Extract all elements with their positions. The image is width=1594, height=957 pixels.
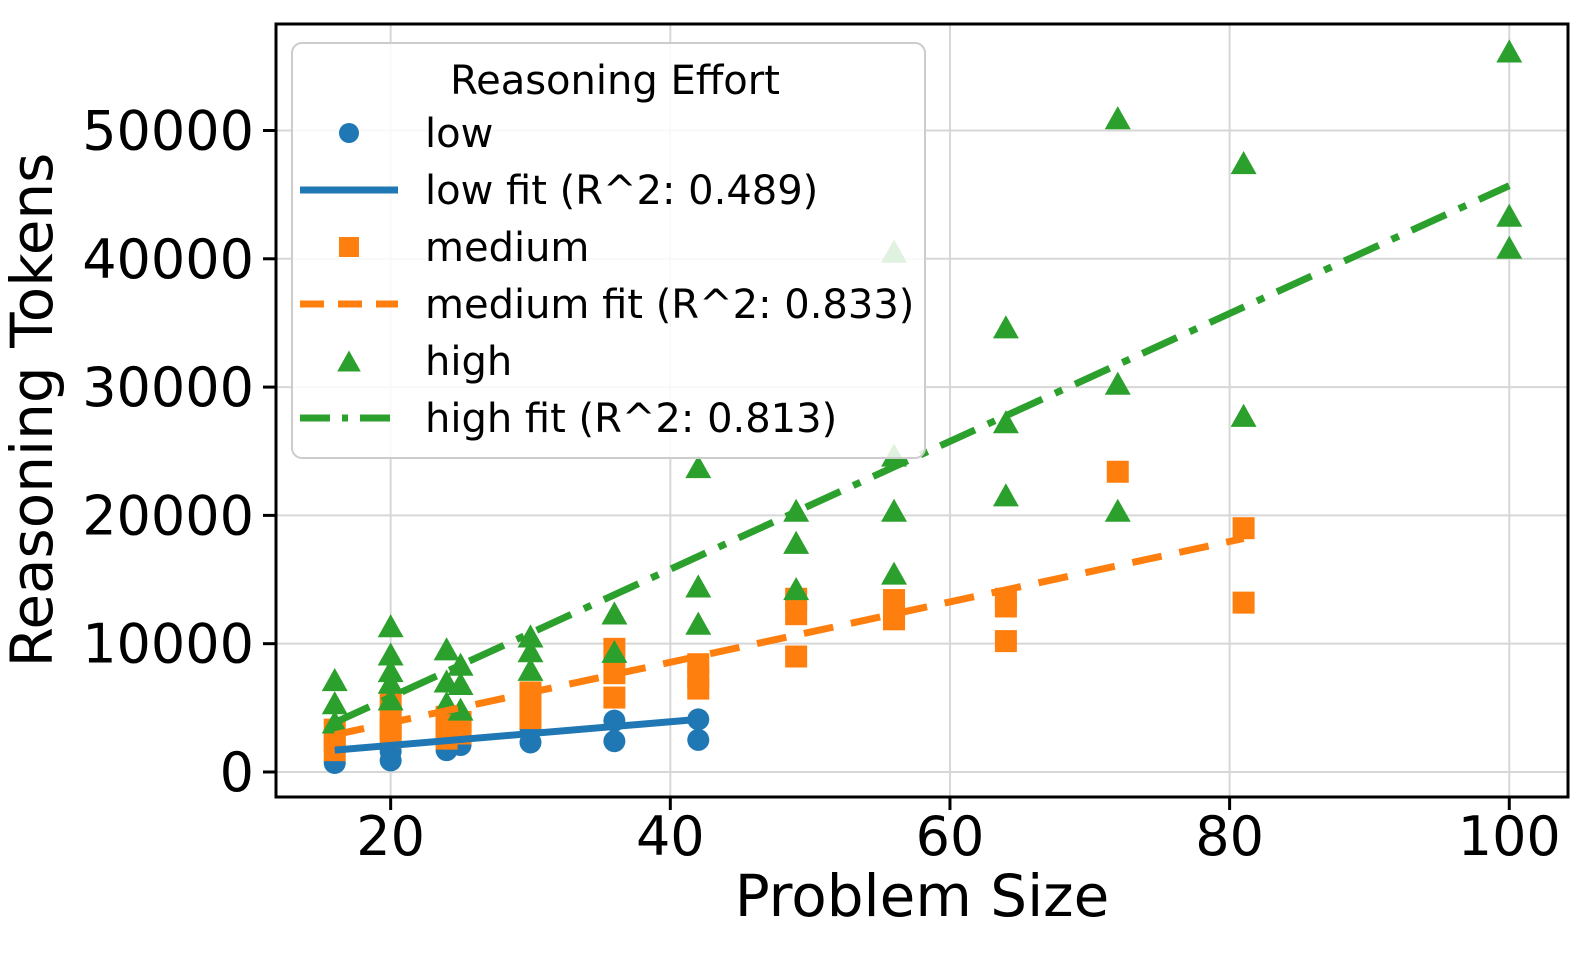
data-point-triangle: [685, 574, 712, 598]
data-point-square: [994, 630, 1017, 653]
x-tick-label: 80: [1195, 805, 1264, 868]
data-point-triangle: [1496, 39, 1523, 63]
data-point-circle: [379, 749, 402, 772]
data-point-triangle: [601, 639, 628, 663]
data-point-circle: [603, 730, 626, 753]
legend-title: Reasoning Effort: [450, 58, 780, 104]
data-point-triangle: [1104, 106, 1131, 130]
data-point-triangle: [1230, 151, 1257, 175]
legend: Reasoning Effort low low fit (R^2: 0.489)…: [291, 42, 926, 459]
data-point-square: [785, 645, 808, 668]
legend-box: [291, 42, 926, 459]
data-point-triangle: [377, 687, 404, 711]
data-point-triangle: [1496, 203, 1523, 227]
data-point-square: [785, 603, 808, 626]
data-point-triangle: [447, 697, 474, 721]
legend-item-label: medium fit (R^2: 0.833): [425, 282, 914, 328]
data-point-triangle: [881, 498, 908, 522]
data-point-circle: [687, 728, 710, 751]
legend-item-label: low: [425, 111, 493, 157]
y-axis-label: Reasoning Tokens: [0, 153, 66, 668]
data-point-triangle: [433, 637, 460, 661]
legend-item-label: medium: [425, 225, 589, 271]
data-point-triangle: [1496, 235, 1523, 259]
legend-frame: [291, 42, 926, 459]
legend-items: low low fit (R^2: 0.489) medium medium fit …: [300, 111, 914, 442]
legend-item: low fit (R^2: 0.489): [300, 168, 818, 214]
data-point-triangle: [517, 624, 544, 648]
data-point-square: [519, 707, 542, 730]
data-point-triangle: [992, 315, 1019, 339]
data-point-triangle: [447, 671, 474, 696]
y-tick-label: 10000: [82, 613, 254, 676]
data-point-triangle: [601, 601, 628, 625]
data-point-triangle: [881, 561, 908, 585]
data-point-triangle: [1104, 371, 1131, 395]
legend-item-label: high: [425, 339, 512, 385]
data-point-square: [339, 237, 359, 257]
legend-item: high fit (R^2: 0.813): [300, 396, 837, 442]
y-tick-label: 50000: [82, 99, 254, 162]
data-point-square: [687, 677, 710, 700]
data-point-square: [1232, 591, 1255, 614]
data-point-triangle: [1104, 498, 1131, 522]
data-point-square: [1232, 517, 1255, 540]
plot-spines: [274, 22, 1570, 799]
data-point-triangle: [377, 614, 404, 638]
fit-line-solid: [334, 715, 699, 754]
data-point-triangle: [783, 576, 810, 601]
legend-item-label: low fit (R^2: 0.489): [425, 168, 818, 214]
legend-item: high: [337, 339, 512, 385]
data-point-triangle: [377, 670, 404, 694]
data-point-triangle: [517, 639, 544, 663]
data-point-triangle: [1230, 403, 1257, 427]
data-point-triangle: [517, 657, 544, 681]
x-axis-label: Problem Size: [735, 862, 1110, 930]
legend-item-label: high fit (R^2: 0.813): [425, 396, 837, 442]
data-point-triangle: [992, 410, 1019, 434]
legend-item: medium: [339, 225, 589, 271]
y-tick-label: 40000: [82, 228, 254, 291]
data-point-triangle: [321, 668, 348, 692]
y-tick-label: 30000: [82, 356, 254, 419]
data-point-circle: [339, 123, 359, 143]
legend-item: medium fit (R^2: 0.833): [300, 282, 914, 328]
y-tick-label: 0: [220, 741, 254, 804]
data-point-triangle: [321, 691, 348, 715]
data-point-square: [994, 595, 1017, 618]
x-tick-label: 100: [1458, 805, 1561, 868]
data-point-square: [603, 686, 626, 709]
data-point-triangle: [783, 530, 810, 554]
legend-item: low: [339, 111, 493, 157]
data-point-triangle: [992, 483, 1019, 507]
data-point-square: [603, 662, 626, 685]
x-tick-label: 40: [636, 805, 705, 868]
data-point-triangle: [377, 642, 404, 666]
y-tick-label: 20000: [82, 484, 254, 547]
axes-layer: 20 40 60 80 100 0 10000 20000 30000 40000 50000: [82, 22, 1570, 868]
x-tick-label: 60: [916, 805, 985, 868]
data-point-triangle: [685, 455, 712, 479]
data-point-triangle: [685, 611, 712, 635]
data-point-square: [1106, 460, 1129, 483]
x-tick-label: 20: [356, 805, 425, 868]
data-point-triangle: [337, 350, 361, 372]
scatter-layer: [321, 39, 1523, 775]
fit-line-dashed: [333, 535, 1245, 739]
